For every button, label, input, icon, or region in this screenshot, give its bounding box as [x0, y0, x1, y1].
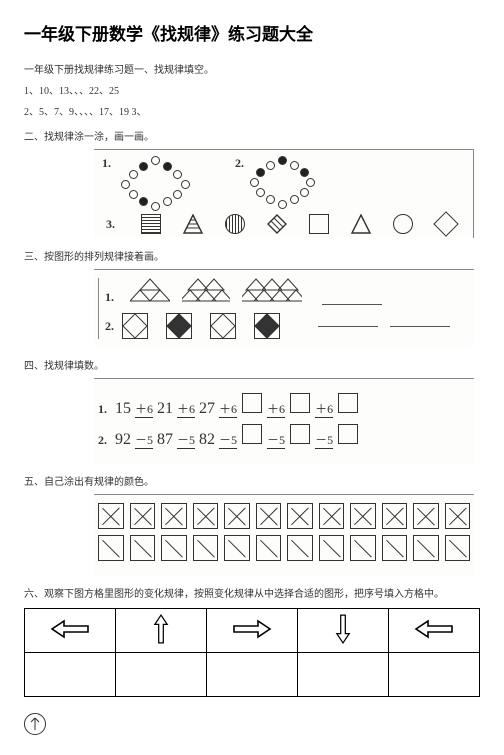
- scroll-top-icon[interactable]: [24, 713, 46, 735]
- answer-blank-2: [318, 326, 378, 327]
- triangle-outline-icon: [351, 214, 371, 234]
- sq-diamond-3: [210, 313, 236, 339]
- pattern-row-1: [98, 503, 470, 529]
- q1-line2: 2、5、7、9、、、、17、19 3、: [24, 103, 480, 118]
- arrow-grid: [24, 608, 480, 697]
- figure-q3: 1.: [94, 269, 474, 347]
- answer-blank-3: [390, 326, 450, 327]
- q2-3-number: 3.: [106, 217, 115, 232]
- sq-diamond-1: [122, 313, 148, 339]
- bead-pattern-1: [115, 156, 195, 208]
- pattern-row-2: [98, 535, 470, 561]
- triangle-group-2: [182, 278, 230, 305]
- arrow-cell-right: [207, 609, 298, 653]
- q4-2-v2: 82: [199, 431, 215, 449]
- section-4-title: 四、找规律填数。: [24, 357, 480, 372]
- op-minus5-2: －5: [177, 431, 195, 448]
- q3-2-number: 2.: [105, 319, 114, 334]
- empty-cell: [116, 653, 207, 697]
- hatched-diamond-icon: [267, 214, 287, 234]
- section-3-title: 三、按图形的排列规律接着画。: [24, 248, 480, 263]
- square-outline-icon: [309, 214, 329, 234]
- op-minus5: －5: [135, 431, 153, 448]
- q4-1-number: 1.: [98, 402, 107, 417]
- op-plus6-2: ＋6: [177, 400, 195, 417]
- op-minus5-5: －5: [315, 431, 333, 448]
- q4-1-v2: 27: [199, 400, 215, 418]
- q4-2-v1: 87: [157, 431, 173, 449]
- empty-cell: [25, 653, 116, 697]
- arrow-cell-down: [298, 609, 389, 653]
- section-5-title: 五、自己涂出有规律的颜色。: [24, 473, 480, 488]
- q2-2-number: 2.: [235, 156, 244, 171]
- op-plus6-4: ＋6: [267, 400, 285, 417]
- op-plus6: ＋6: [135, 400, 153, 417]
- answer-box: [290, 393, 310, 413]
- page-title: 一年级下册数学《找规律》练习题大全: [24, 20, 480, 45]
- empty-cell: [207, 653, 298, 697]
- hatched-triangle-icon: [183, 214, 203, 234]
- op-plus6-3: ＋6: [219, 400, 237, 417]
- sq-diamond-2: [166, 313, 192, 339]
- op-minus5-3: －5: [219, 431, 237, 448]
- figure-q4: 1. 15 ＋6 21 ＋6 27 ＋6 ＋6 ＋6 2. 92 －5 87 －…: [94, 378, 474, 463]
- q4-1-v1: 21: [157, 400, 173, 418]
- section-2-title: 二、找规律涂一涂，画一画。: [24, 128, 480, 143]
- op-plus6-5: ＋6: [315, 400, 333, 417]
- op-minus5-4: －5: [267, 431, 285, 448]
- circle-outline-icon: [393, 214, 413, 234]
- answer-box: [290, 424, 310, 444]
- answer-box: [242, 424, 262, 444]
- triangle-group-1: [130, 278, 170, 305]
- bead-pattern-2: [248, 156, 318, 208]
- q3-1-number: 1.: [105, 290, 114, 305]
- answer-blank: [322, 304, 382, 305]
- arith-row-2: 2. 92 －5 87 －5 82 －5 －5 －5: [98, 424, 470, 449]
- arrow-cell-left-2: [389, 609, 480, 653]
- sq-diamond-4: [254, 313, 280, 339]
- intro-text: 一年级下册找规律练习题一、找规律填空。: [24, 61, 480, 76]
- arrow-cell-left: [25, 609, 116, 653]
- section-6-title: 六、观察下图方格里图形的变化规律，按照变化规律从中选择合适的图形，把序号填入方格…: [24, 585, 480, 600]
- arith-row-1: 1. 15 ＋6 21 ＋6 27 ＋6 ＋6 ＋6: [98, 393, 470, 418]
- q2-1-number: 1.: [102, 156, 111, 171]
- empty-cell: [389, 653, 480, 697]
- answer-box: [338, 424, 358, 444]
- q1-line1: 1、10、13、、、22、25: [24, 82, 480, 97]
- arrow-cell-up: [116, 609, 207, 653]
- figure-q2: 1. 2.: [94, 149, 474, 238]
- answer-box: [242, 393, 262, 413]
- q4-2-start: 92: [115, 431, 131, 449]
- hatched-circle-icon: [225, 214, 245, 234]
- q4-1-start: 15: [115, 400, 131, 418]
- triangle-group-3: [242, 278, 302, 305]
- figure-q5: [94, 494, 474, 575]
- hatched-square-icon: [141, 214, 161, 234]
- diamond-outline-icon: [433, 211, 458, 236]
- empty-cell: [298, 653, 389, 697]
- q4-2-number: 2.: [98, 433, 107, 448]
- answer-box: [338, 393, 358, 413]
